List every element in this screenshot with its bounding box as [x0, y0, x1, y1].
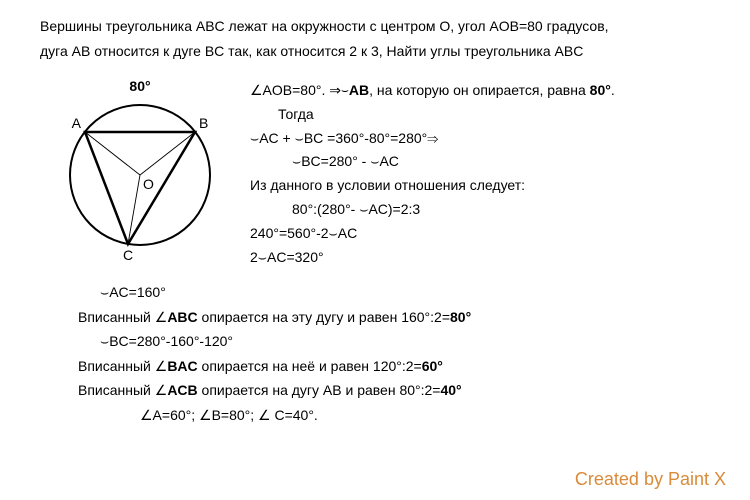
problem-statement: Вершины треугольника ABC лежат на окружн… — [40, 14, 710, 63]
abc-val: 80° — [450, 309, 471, 325]
sol1-arc: ⌣ — [341, 80, 349, 100]
acb-mid: опирается на дугу AB и равен 80°:2= — [198, 382, 441, 398]
bac-mid: опирается на неё и равен 120°:2= — [198, 358, 422, 374]
solution-block: ∠AOB=80°. ⇒⌣AB, на которую он опирается,… — [250, 71, 710, 269]
sol-togda: Тогда — [250, 103, 710, 127]
arc-bc: ⌣BC=280°-160°-120° — [40, 329, 710, 354]
sol1-pre: ∠AOB=80°. ⇒ — [250, 82, 341, 98]
acb-name: ACB — [167, 382, 197, 398]
abc-name: ABC — [167, 309, 197, 325]
arc-ac: ⌣AC=160° — [40, 280, 710, 305]
abc-mid: опирается на эту дугу и равен 160°:2= — [198, 309, 450, 325]
inscribed-bac: Вписанный ∠BAC опирается на неё и равен … — [40, 354, 710, 379]
diagram-svg: 80° A B C O — [40, 75, 240, 275]
label-o: O — [143, 176, 154, 192]
label-c: C — [123, 247, 133, 263]
sol1-val: 80° — [590, 82, 611, 98]
sol-line-3: ⌣BC=280° - ⌣AC — [250, 150, 710, 174]
arc-label-80: 80° — [129, 78, 150, 94]
acb-pre: Вписанный ∠ — [78, 382, 167, 398]
triangle-abc — [85, 132, 195, 244]
problem-line-1: Вершины треугольника ABC лежат на окружн… — [40, 14, 710, 39]
sol1-ab: AB — [349, 82, 369, 98]
sol1-dot: . — [611, 82, 615, 98]
sol-line-2: ⌣AC + ⌣BC =360°-80°=280°⇒ — [250, 127, 710, 151]
figure: 80° A B C O — [40, 71, 250, 278]
lower-block: ⌣AC=160° Вписанный ∠ABC опирается на эту… — [40, 280, 710, 427]
sol1-post: , на которую он опирается, равна — [369, 82, 590, 98]
watermark: Created by Paint X — [575, 469, 726, 490]
sol-line-4: Из данного в условии отношения следует: — [250, 174, 710, 198]
inscribed-abc: Вписанный ∠ABC опирается на эту дугу и р… — [40, 305, 710, 330]
final-answer: ∠A=60°; ∠B=80°; ∠ C=40°. — [40, 403, 710, 428]
sol-line-5: 80°:(280°- ⌣AC)=2:3 — [250, 198, 710, 222]
abc-pre: Вписанный ∠ — [78, 309, 167, 325]
problem-line-2: дуга AB относится к дуге BC так, как отн… — [40, 39, 710, 64]
bac-name: BAC — [167, 358, 197, 374]
sol-line-7: 2⌣AC=320° — [250, 246, 710, 270]
label-b: B — [199, 115, 208, 131]
radius-ob — [140, 132, 195, 175]
acb-val: 40° — [440, 382, 461, 398]
label-a: A — [72, 115, 82, 131]
sol-line-1: ∠AOB=80°. ⇒⌣AB, на которую он опирается,… — [250, 79, 710, 103]
bac-val: 60° — [422, 358, 443, 374]
inscribed-acb: Вписанный ∠ACB опирается на дугу AB и ра… — [40, 378, 710, 403]
sol-line-6: 240°=560°-2⌣AC — [250, 222, 710, 246]
bac-pre: Вписанный ∠ — [78, 358, 167, 374]
middle-row: 80° A B C O ∠AOB=80°. ⇒⌣AB, на которую о… — [40, 71, 710, 278]
page: Вершины треугольника ABC лежат на окружн… — [0, 0, 750, 435]
